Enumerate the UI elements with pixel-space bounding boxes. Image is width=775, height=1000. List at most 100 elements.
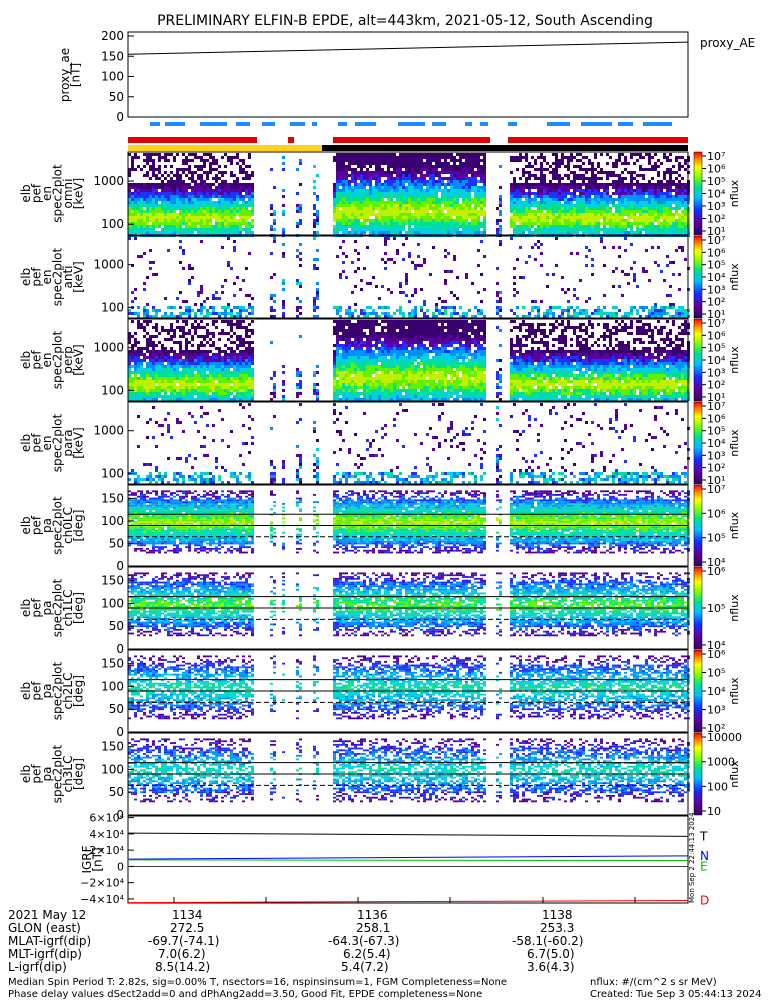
pitch-panel-3-ytick-label: 50 (109, 702, 124, 716)
pitch-panel-1-cbar-label: nflux (728, 511, 741, 539)
igrf-ytick-label: 0 (117, 860, 124, 873)
energy-panel-2-cbar-label: nflux (728, 263, 741, 291)
proxy-ae-ytick-label: 200 (101, 29, 124, 43)
pitch-panel-2-cbar-tick-label: 10⁵ (707, 602, 725, 615)
energy-panel-2-cbar-tick-label: 10⁴ (707, 271, 726, 284)
pitch-panel-4-ytick-label: 100 (101, 762, 124, 776)
status-bar-blue (200, 122, 227, 126)
status-bar-blue (465, 122, 472, 126)
igrf-ytick-label: −4×10⁴ (80, 893, 124, 906)
proxy-ae-ytick-label: 50 (109, 90, 124, 104)
footer-row-value: 5.4(7.2) (341, 960, 389, 974)
status-bar-blue (547, 122, 570, 126)
pitch-panel-1-ytick-label: 0 (116, 559, 124, 573)
pitch-panel-4-cbar-label: nflux (728, 760, 741, 788)
igrf-legend-D: D (700, 894, 709, 908)
igrf-series-N (128, 856, 688, 859)
footer-row-value: 3.6(4.3) (527, 960, 575, 974)
energy-panel-4-cbar-tick-label: 10⁴ (707, 437, 726, 450)
proxy-ae-ylabel: [nT] (68, 63, 82, 87)
energy-panel-1-ytick-label: 100 (101, 217, 124, 231)
footer-note-spin: Median Spin Period T: 2.82s, sig=0.00% T… (8, 977, 507, 988)
proxy-ae-ytick-label: 0 (116, 110, 124, 124)
status-bar-blue (432, 122, 446, 126)
energy-panel-4-colorbar (694, 402, 702, 484)
footer-row-value: -69.7(-74.1) (148, 934, 219, 948)
status-bar-blue (150, 122, 160, 126)
status-bar-blue (165, 122, 185, 126)
status-bar-blue (398, 122, 425, 126)
energy-panel-2-cbar-tick-label: 10⁷ (707, 234, 725, 247)
status-bar-red (333, 137, 490, 143)
energy-panel-1-ytick-label: 1000 (93, 174, 124, 188)
footer-created: Created: Tue Sep 3 05:44:13 2024 (590, 989, 762, 1000)
energy-panel-3-cbar-tick-label: 10⁶ (707, 329, 726, 342)
igrf-ytick-label: 6×10⁴ (89, 812, 124, 825)
proxy-ae-line (128, 42, 688, 54)
energy-panel-1-cbar-label: nflux (728, 179, 741, 207)
energy-panel-1-ylabel: [keV] (71, 178, 85, 209)
footer-date: 2021 May 12 (8, 908, 86, 922)
status-bar-blue (338, 122, 347, 126)
energy-panel-4-cbar-tick-label: 10⁶ (707, 412, 726, 425)
footer-time-1: 1134 (172, 908, 203, 922)
status-bar-blue (581, 122, 612, 126)
status-bar-blue (643, 122, 672, 126)
status-bar-black (322, 145, 688, 151)
footer-row-value: 6.2(5.4) (343, 947, 391, 961)
pitch-panel-3-colorbar (694, 650, 702, 732)
pitch-panel-3-cbar-tick-label: 10⁴ (707, 685, 726, 698)
proxy-ae-legend: proxy_AE (700, 36, 755, 50)
energy-panel-3-cbar-tick-label: 10⁵ (707, 342, 725, 355)
plots: 200150100500proxy_AEproxy_ae[nT]1000100e… (19, 29, 756, 908)
status-bar-red (288, 137, 294, 143)
footer-row-value: 7.0(6.2) (158, 947, 206, 961)
pitch-panel-4-ytick-label: 150 (101, 740, 124, 754)
status-bar-yellow (128, 145, 322, 151)
pitch-panel-3-ytick-label: 150 (101, 657, 124, 671)
footer-time-3: 1138 (542, 908, 573, 922)
igrf-ytick-label: 4×10⁴ (89, 828, 124, 841)
energy-panel-3-ylabel: [keV] (71, 344, 85, 375)
pitch-panel-3-cbar-label: nflux (728, 677, 741, 705)
footer-row-value: 6.7(5.0) (527, 947, 575, 961)
igrf-ytick-label: −2×10⁴ (80, 877, 124, 890)
status-bar-blue (312, 122, 317, 126)
pitch-panel-1-ytick-label: 100 (101, 514, 124, 528)
energy-panel-2-cbar-tick-label: 10⁶ (707, 246, 726, 259)
pitch-panel-3-cbar-tick-label: 10³ (707, 704, 725, 717)
energy-panel-1-cbar-tick-label: 10⁷ (707, 150, 725, 163)
pitch-panel-1-colorbar (694, 485, 702, 566)
status-bar-red (508, 137, 688, 143)
pitch-panel-3-ylabel: [deg] (71, 675, 85, 707)
energy-panel-4-ylabel: [keV] (71, 427, 85, 458)
status-bar-red (128, 137, 257, 143)
proxy-ae-frame (128, 32, 688, 117)
energy-panel-4-cbar-tick-label: 10⁷ (707, 400, 725, 413)
pitch-panel-2-ytick-label: 50 (109, 619, 124, 633)
status-bar-blue (480, 122, 488, 126)
energy-panel-3-heatmap (128, 320, 690, 401)
footer-row-label: MLAT-igrf(dip) (8, 934, 91, 948)
pitch-panel-3-heatmap (128, 655, 690, 719)
energy-panel-1-colorbar (694, 152, 702, 235)
igrf-series-D (128, 901, 688, 903)
pitch-panel-4-cbar-tick-label: 10 (707, 805, 721, 818)
status-bar-blue (508, 122, 517, 126)
status-bar-blue (290, 122, 305, 126)
igrf-side-timestamp: Mon Sep 2 22:44:13 2024 (688, 812, 696, 903)
status-bar-blue (355, 122, 376, 126)
pitch-panel-4-cbar-tick-label: 10000 (707, 731, 742, 744)
energy-panel-3-colorbar (694, 319, 702, 401)
footer-units: nflux: #/(cm^2 s sr MeV) (590, 977, 717, 988)
energy-panel-2-colorbar (694, 236, 702, 318)
energy-panel-4-cbar-tick-label: 10⁵ (707, 425, 725, 438)
energy-panel-1-cbar-tick-label: 10³ (707, 200, 725, 213)
energy-panel-1-cbar-tick-label: 10⁵ (707, 175, 725, 188)
pitch-panel-2-colorbar (694, 567, 702, 649)
pitch-panel-1-ytick-label: 50 (109, 537, 124, 551)
status-bar-blue (236, 122, 250, 126)
footer-note-phase: Phase delay values dSect2add=0 and dPhAn… (8, 989, 482, 1000)
pitch-panel-4-ylabel: [deg] (71, 758, 85, 790)
energy-panel-4-cbar-tick-label: 10³ (707, 449, 725, 462)
